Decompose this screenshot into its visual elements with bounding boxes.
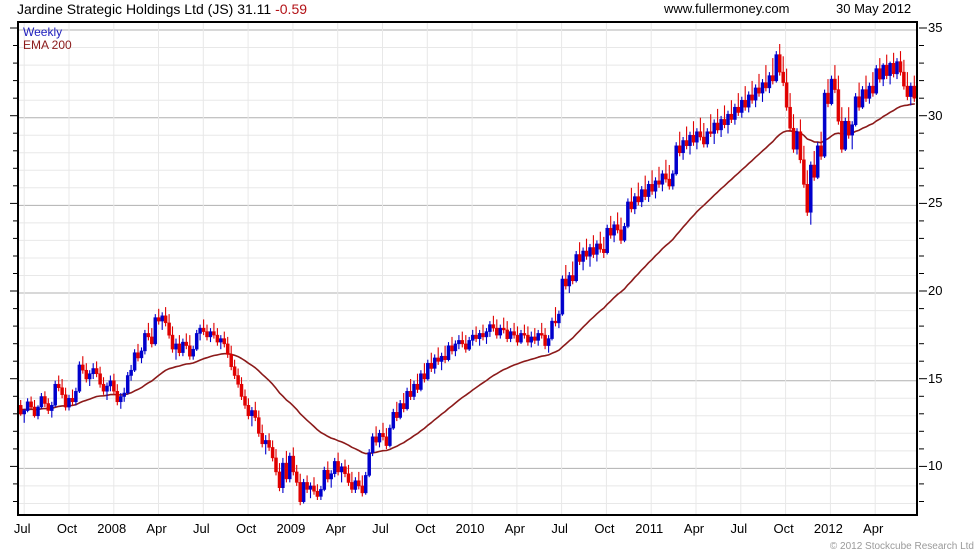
x-axis-tick-label: Oct: [415, 521, 436, 536]
x-axis-tick-label: Oct: [235, 521, 257, 536]
y-axis-tick-label: 20: [928, 283, 943, 299]
y-axis-tick-label: 35: [928, 20, 943, 35]
x-axis-tick-label: Jul: [551, 521, 568, 536]
x-axis-tick-label: Oct: [56, 521, 78, 536]
x-axis-tick-label: 2012: [813, 521, 843, 536]
y-axis-tick-label: 25: [928, 195, 943, 211]
x-axis-tick-label: 2009: [276, 521, 306, 536]
x-axis-tick-label: Jul: [372, 521, 389, 536]
chart-legend: Weekly EMA 200: [23, 26, 72, 52]
x-axis-tick-label: Jul: [193, 521, 210, 536]
instrument-title-text: Jardine Strategic Holdings Ltd (JS) 31.1…: [17, 1, 272, 17]
x-axis-tick-label: Jul: [13, 521, 31, 536]
x-axis-tick-label: Apr: [325, 521, 346, 536]
x-axis-tick-label: Apr: [504, 521, 525, 536]
chart-header: Jardine Strategic Holdings Ltd (JS) 31.1…: [0, 0, 980, 20]
x-axis-tick-label: Oct: [773, 521, 794, 536]
instrument-title: Jardine Strategic Holdings Ltd (JS) 31.1…: [17, 1, 307, 17]
y-axis-tick-label: 15: [928, 370, 943, 386]
y-axis-ticks-left: [10, 27, 18, 502]
x-axis-tick-label: Apr: [863, 521, 884, 536]
price-chart-svg: [19, 23, 916, 514]
website-label: www.fullermoney.com: [664, 1, 790, 16]
x-axis-tick-label: 2011: [635, 521, 664, 536]
y-axis-ticks: [919, 27, 927, 502]
legend-ema-200: EMA 200: [23, 38, 72, 52]
y-axis-tick-label: 30: [928, 107, 943, 123]
price-change: -0.59: [275, 1, 308, 17]
x-axis-tick-label: 2008: [97, 521, 127, 536]
y-axis-tick-label: 10: [928, 458, 943, 474]
chart-plot-area[interactable]: Weekly EMA 200: [17, 21, 918, 516]
x-axis-tick-label: Apr: [146, 521, 167, 536]
copyright-notice: © 2012 Stockcube Research Ltd: [829, 541, 974, 552]
legend-weekly: Weekly: [23, 25, 63, 39]
x-axis-tick-label: Apr: [683, 521, 705, 536]
x-axis-tick-label: Jul: [730, 521, 748, 536]
x-axis-tick-label: Oct: [594, 521, 615, 536]
chart-date: 30 May 2012: [836, 1, 912, 16]
x-axis-tick-label: 2010: [455, 521, 485, 536]
